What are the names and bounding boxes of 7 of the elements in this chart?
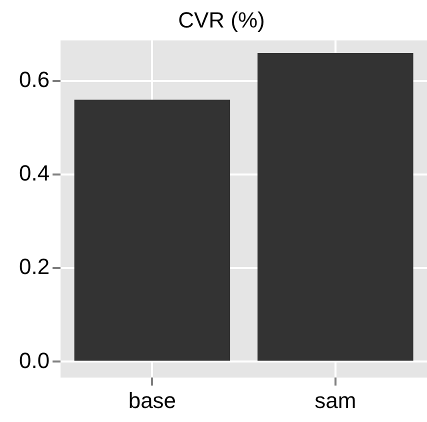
y-tick-label: 0.6: [18, 67, 50, 92]
chart-title: CVR (%): [178, 7, 265, 32]
y-tick-label: 0.0: [18, 348, 50, 373]
x-tick-label: base: [128, 388, 176, 413]
y-tick-label: 0.2: [18, 254, 50, 280]
y-tick-label: 0.4: [18, 160, 50, 186]
x-tick-label: sam: [314, 388, 356, 413]
